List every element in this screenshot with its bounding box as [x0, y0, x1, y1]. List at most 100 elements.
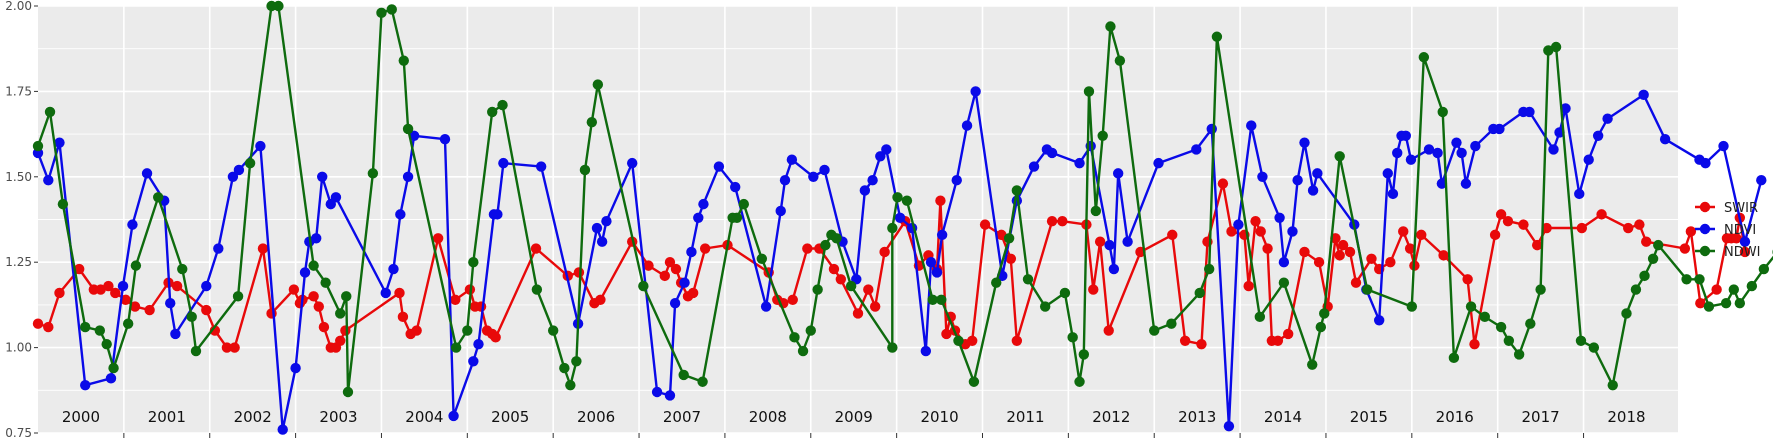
ndwi-point — [968, 376, 980, 387]
ndvi-point — [201, 280, 212, 292]
swir-point — [979, 219, 991, 230]
ndvi-point — [255, 140, 266, 152]
swir-point — [966, 335, 978, 346]
ndwi-point — [820, 239, 831, 251]
ndwi-point — [1307, 359, 1318, 370]
ndwi-point — [335, 308, 346, 319]
ndwi-point — [953, 335, 964, 346]
year-label: 2011 — [1006, 408, 1044, 426]
swir-point — [941, 328, 952, 340]
ndwi-point — [273, 0, 284, 12]
ndwi-point — [579, 164, 591, 176]
swir-point — [573, 267, 585, 278]
year-label: 2008 — [749, 408, 787, 426]
ndvi-point — [596, 236, 608, 247]
series-ndvi — [32, 86, 1767, 435]
swir-point — [432, 233, 444, 244]
year-label: 2002 — [234, 408, 272, 426]
ndvi-point — [961, 120, 973, 131]
ndvi-point — [1153, 157, 1164, 169]
swir-point — [699, 243, 711, 254]
ndwi-point — [1211, 31, 1223, 42]
swir-point — [1541, 222, 1552, 234]
swir-point — [32, 318, 44, 329]
ndvi-point — [105, 373, 117, 384]
ndvi-point — [233, 164, 245, 176]
swir-point — [530, 243, 542, 254]
ndvi-point — [693, 212, 704, 223]
swir-point — [1196, 338, 1207, 350]
ndvi-point — [1307, 185, 1319, 196]
swir-point — [1011, 335, 1023, 346]
ndwi-point — [887, 342, 898, 353]
swir-point — [1350, 277, 1362, 288]
ndvi-point — [330, 192, 342, 203]
ndwi-point — [1078, 349, 1090, 360]
swir-point — [1489, 229, 1501, 241]
ndwi-point — [812, 284, 823, 295]
swir-point — [1385, 257, 1396, 268]
ndvi-point — [388, 263, 399, 275]
year-label: 2018 — [1607, 408, 1645, 426]
ndwi-point — [1334, 151, 1345, 162]
ndvi-point — [786, 154, 798, 165]
ndwi-point — [1588, 342, 1600, 353]
ndwi-point — [1639, 270, 1650, 282]
ndvi-point — [1108, 263, 1120, 275]
ndvi-point — [1382, 168, 1393, 179]
ndvi-point — [1287, 226, 1298, 237]
ndwi-point — [1758, 263, 1770, 275]
swir-point — [1046, 216, 1058, 227]
swir-point — [129, 301, 141, 312]
ndvi-point — [1451, 137, 1462, 148]
swir-point — [103, 280, 114, 292]
ndwi-point — [122, 318, 134, 329]
swir-point — [1398, 226, 1409, 237]
ndwi-point — [1090, 205, 1102, 217]
swir-point — [1469, 338, 1480, 350]
swir-point — [1622, 222, 1634, 234]
swir-point — [1344, 246, 1356, 258]
series-layer — [32, 0, 1773, 435]
swir-point — [1243, 280, 1254, 292]
ndwi-point — [1254, 311, 1266, 323]
ndwi-point — [1720, 297, 1732, 309]
y-tick-label: 1.50 — [5, 170, 32, 184]
ndvi-point — [626, 157, 638, 169]
ndvi-point — [664, 390, 676, 401]
ndvi-point — [1638, 89, 1649, 101]
ndwi-point — [1149, 325, 1160, 336]
ndvi-point — [1373, 315, 1385, 326]
series-swir — [32, 178, 1751, 353]
swir-point — [209, 325, 221, 336]
legend-label-swir: SWIR — [1724, 201, 1758, 216]
ndvi-point — [299, 267, 311, 278]
y-tick-label: 1.25 — [5, 255, 32, 269]
swir-point — [863, 284, 874, 295]
ndvi-point — [448, 410, 459, 422]
swir-point — [1576, 222, 1588, 234]
year-label: 2001 — [148, 408, 186, 426]
swir-point — [1518, 219, 1529, 230]
swir-point — [54, 287, 65, 299]
ndvi-point — [1494, 123, 1505, 135]
swir-point — [1088, 284, 1099, 295]
ndwi-point — [44, 106, 56, 118]
swir-point — [1262, 243, 1273, 254]
swir-point — [221, 342, 233, 353]
y-tick-label: 2.00 — [5, 0, 32, 13]
ndvi-point — [80, 379, 91, 391]
ndvi-point — [931, 267, 943, 278]
year-label: 2003 — [319, 408, 357, 426]
year-label: 2000 — [62, 408, 100, 426]
series-ndwi — [32, 0, 1773, 398]
ndwi-point — [1630, 284, 1642, 295]
ndwi-point — [927, 294, 938, 305]
swir-point — [935, 195, 946, 206]
swir-point — [1282, 328, 1294, 340]
ndwi-point — [177, 263, 188, 275]
swir-point — [110, 287, 121, 299]
swir-point — [308, 291, 319, 302]
swir-point — [828, 263, 840, 275]
ndwi-point — [1465, 301, 1477, 312]
